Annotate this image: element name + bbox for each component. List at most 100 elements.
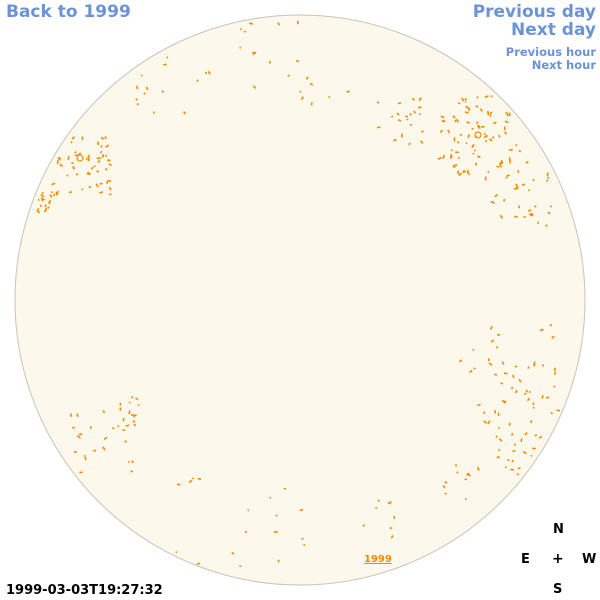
feature-mark: [37, 211, 41, 214]
feature-mark: [188, 479, 193, 484]
feature-mark: [135, 397, 139, 401]
feature-mark: [85, 157, 88, 161]
feature-mark: [450, 153, 453, 158]
feature-mark: [161, 90, 165, 93]
feature-mark: [473, 149, 477, 152]
feature-mark: [404, 115, 409, 118]
year-link[interactable]: 1999: [364, 554, 392, 565]
next-day-link[interactable]: Next day: [511, 20, 596, 40]
solar-disk: [14, 14, 586, 586]
feature-mark: [515, 183, 518, 187]
feature-mark: [497, 412, 500, 417]
feature-mark: [362, 524, 366, 527]
feature-mark: [487, 420, 491, 425]
feature-mark: [511, 459, 514, 463]
feature-mark: [72, 426, 76, 429]
feature-mark: [86, 171, 90, 175]
feature-mark: [175, 550, 178, 554]
feature-mark: [71, 161, 74, 165]
feature-marks: [36, 20, 561, 568]
feature-mark: [522, 450, 527, 455]
feature-mark: [514, 365, 518, 368]
feature-mark: [103, 436, 108, 441]
feature-mark: [499, 214, 504, 219]
feature-mark: [525, 160, 529, 164]
feature-mark: [515, 185, 519, 190]
feature-mark: [124, 440, 128, 443]
feature-mark: [143, 92, 146, 95]
feature-mark: [526, 397, 531, 402]
feature-mark: [527, 209, 532, 212]
feature-mark: [37, 198, 40, 202]
feature-mark: [466, 121, 471, 124]
feature-mark: [474, 162, 478, 166]
feature-mark: [456, 141, 460, 144]
compass-north: N: [553, 522, 564, 537]
feature-mark: [277, 22, 281, 26]
feature-mark: [196, 79, 199, 83]
feature-mark: [252, 85, 257, 90]
feature-mark: [488, 138, 493, 142]
feature-mark: [145, 86, 149, 91]
feature-mark: [464, 100, 467, 103]
feature-mark: [100, 136, 105, 140]
feature-mark: [499, 165, 503, 168]
feature-mark: [515, 389, 518, 394]
feature-mark: [104, 168, 108, 171]
feature-mark: [513, 443, 517, 446]
feature-mark: [135, 85, 139, 90]
feature-mark: [377, 499, 381, 503]
back-to-year-link[interactable]: Back to 1999: [6, 2, 131, 22]
feature-mark: [387, 501, 390, 504]
feature-mark: [556, 409, 561, 412]
feature-mark: [249, 22, 253, 25]
feature-mark: [409, 113, 412, 116]
feature-mark: [553, 385, 556, 388]
feature-mark: [550, 411, 553, 415]
feature-mark: [465, 105, 470, 110]
feature-mark: [413, 110, 416, 114]
feature-mark: [510, 432, 514, 436]
feature-mark: [488, 362, 493, 366]
feature-mark: [376, 101, 380, 104]
feature-mark: [397, 119, 402, 122]
feature-ring: [76, 154, 84, 162]
feature-mark: [494, 194, 499, 198]
feature-mark: [483, 135, 488, 139]
compass-west: W: [582, 552, 597, 567]
feature-mark: [81, 136, 84, 141]
feature-mark: [417, 105, 422, 109]
feature-mark: [442, 485, 446, 489]
feature-mark: [376, 126, 381, 129]
feature-mark: [78, 152, 82, 155]
feature-mark: [72, 167, 75, 170]
feature-mark: [137, 404, 140, 407]
feature-mark: [462, 171, 465, 174]
feature-mark: [546, 172, 549, 177]
feature-mark: [70, 141, 73, 144]
compass-east: E: [521, 552, 530, 567]
feature-mark: [512, 374, 515, 379]
feature-mark: [483, 133, 486, 136]
feature-mark: [128, 401, 131, 404]
feature-mark: [437, 156, 442, 160]
feature-mark: [524, 432, 528, 436]
previous-hour-link[interactable]: Previous hour: [505, 45, 596, 59]
feature-mark: [518, 149, 522, 153]
feature-mark: [464, 98, 468, 101]
feature-mark: [95, 183, 99, 188]
feature-mark: [547, 176, 550, 180]
previous-day-link[interactable]: Previous day: [472, 2, 596, 22]
next-hour-link[interactable]: Next hour: [531, 58, 596, 72]
feature-mark: [521, 183, 526, 186]
feature-mark: [444, 481, 448, 484]
feature-mark: [102, 446, 106, 451]
feature-mark: [418, 97, 422, 102]
feature-mark: [454, 464, 458, 467]
feature-mark: [523, 215, 527, 219]
feature-mark: [464, 497, 468, 501]
feature-mark: [76, 413, 79, 417]
feature-mark: [87, 157, 90, 162]
feature-mark: [516, 472, 520, 476]
feature-mark: [500, 382, 504, 385]
